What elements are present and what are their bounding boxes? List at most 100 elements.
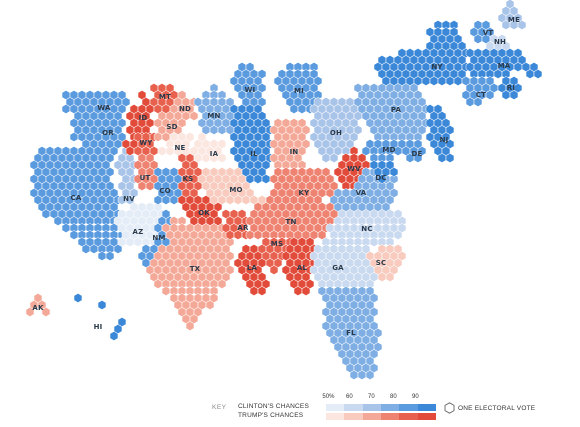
hex-cell <box>217 153 227 163</box>
state-tn <box>245 202 339 240</box>
hex-cell <box>153 132 163 142</box>
legend-tick: 50% <box>322 394 335 400</box>
hex-cell <box>253 174 263 184</box>
hex-cell <box>193 153 203 163</box>
hex-cell <box>157 146 167 156</box>
hex-cell <box>437 153 447 163</box>
hex-cell <box>393 146 403 156</box>
hex-cell <box>61 104 71 114</box>
hex-cell <box>25 307 35 317</box>
legend-tick: 60 <box>345 394 353 400</box>
hex-cell <box>205 300 215 310</box>
state-ut <box>133 153 159 191</box>
hex-cell <box>153 195 163 205</box>
hex-cell <box>289 104 299 114</box>
hex-cell <box>517 20 527 30</box>
state-ca <box>29 146 127 261</box>
hex-cell <box>257 286 267 296</box>
hex-cell <box>73 293 83 303</box>
hex-cell <box>41 307 51 317</box>
legend-swatch <box>380 413 400 420</box>
hex-cell <box>421 48 431 58</box>
legend-swatch <box>326 413 345 420</box>
hex-cell <box>269 265 279 275</box>
state-ok <box>177 195 223 226</box>
hex-cell <box>89 244 99 254</box>
hex-cell <box>405 153 415 163</box>
hex-cell <box>137 181 147 191</box>
hex-cell <box>201 153 211 163</box>
hex-cell <box>233 195 243 205</box>
hex-cell <box>365 370 375 380</box>
hex-cell <box>217 195 227 205</box>
hex-cell <box>209 195 219 205</box>
hex-cell <box>501 90 511 100</box>
state-ar <box>221 209 251 240</box>
state-or <box>69 111 127 149</box>
state-me <box>497 0 527 30</box>
hex-layer <box>25 0 543 380</box>
hex-cell <box>405 76 415 86</box>
state-ia <box>189 132 227 163</box>
legend-tick: 90 <box>411 394 419 400</box>
hex-cell <box>385 181 395 191</box>
state-de <box>401 139 427 163</box>
hex-cell <box>261 174 271 184</box>
hex-cell <box>445 48 455 58</box>
hex-cell <box>509 20 519 30</box>
legend-swatch <box>380 404 400 411</box>
legend-trump-scale <box>326 413 436 420</box>
hex-cell <box>413 48 423 58</box>
hex-cell <box>145 181 155 191</box>
hex-cell <box>197 132 207 142</box>
hex-cell <box>393 230 403 240</box>
state-mn <box>193 83 235 135</box>
hex-cell <box>293 286 303 296</box>
hex-cell <box>397 76 407 86</box>
legend-swatch <box>362 413 381 420</box>
hex-cell <box>209 153 219 163</box>
legend-ticks: 50% 60 70 80 90 <box>322 394 436 402</box>
hex-cell <box>385 272 395 282</box>
hex-cell <box>421 76 431 86</box>
hex-cell <box>361 181 371 191</box>
hex-cell <box>437 48 447 58</box>
hex-cell <box>109 331 119 341</box>
legend-clinton-scale <box>326 404 436 411</box>
legend-swatch <box>417 404 436 411</box>
hex-cell <box>61 223 71 233</box>
state-wa <box>61 90 131 114</box>
hex-cell <box>445 76 455 86</box>
state-nh <box>485 34 511 51</box>
hex-cell <box>105 251 115 261</box>
hex-cell <box>117 195 127 205</box>
hex-cell <box>389 76 399 86</box>
hex-cell <box>405 48 415 58</box>
hex-cell <box>453 48 463 58</box>
hex-cell <box>297 104 307 114</box>
hex-cell <box>429 48 439 58</box>
hex-cell <box>413 153 423 163</box>
legend: KEY CLINTON'S CHANCES TRUMP'S CHANCES 50… <box>212 394 572 424</box>
state-ga <box>309 244 379 289</box>
hex-cell <box>413 76 423 86</box>
hex-cell <box>161 286 171 296</box>
hex-cell <box>473 97 483 107</box>
hex-cell <box>361 146 371 156</box>
state-label-hi: HI <box>94 323 103 331</box>
hex-cell <box>501 20 511 30</box>
hex-cell <box>153 279 163 289</box>
hex-cell <box>253 230 263 240</box>
state-la <box>233 244 271 296</box>
hex-cell <box>189 111 199 121</box>
hex-cell <box>437 76 447 86</box>
hex-cell <box>329 153 339 163</box>
state-mi <box>273 62 323 114</box>
legend-tick: 70 <box>367 394 375 400</box>
hex-cell <box>97 300 107 310</box>
hex-cell <box>133 237 143 247</box>
hex-cell <box>69 132 79 142</box>
state-hi <box>73 293 127 341</box>
